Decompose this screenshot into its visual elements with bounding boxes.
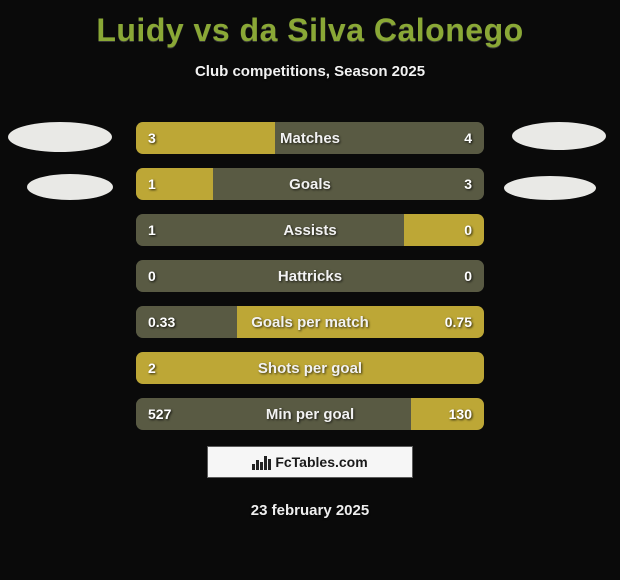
player-right-badge-2: [504, 176, 596, 200]
stat-row: 34Matches: [136, 122, 484, 154]
stat-value-right: 0: [464, 214, 472, 246]
stat-value-left: 0: [148, 260, 156, 292]
stat-value-right: 0.75: [445, 306, 472, 338]
stat-segment-left: [136, 352, 484, 384]
stat-segment-left: [136, 398, 411, 430]
comparison-bars: 34Matches13Goals10Assists00Hattricks0.33…: [136, 122, 484, 444]
bar-chart-icon: [252, 454, 271, 470]
page-title: Luidy vs da Silva Calonego: [0, 0, 620, 49]
stat-row: 10Assists: [136, 214, 484, 246]
subtitle: Club competitions, Season 2025: [0, 63, 620, 80]
source-badge: FcTables.com: [207, 446, 413, 478]
stat-value-left: 1: [148, 214, 156, 246]
stat-value-left: 3: [148, 122, 156, 154]
stat-row: 2Shots per goal: [136, 352, 484, 384]
stat-segment-left: [136, 122, 275, 154]
stat-value-right: 130: [449, 398, 472, 430]
stat-value-right: 0: [464, 260, 472, 292]
stat-value-left: 527: [148, 398, 171, 430]
player-left-badge-2: [27, 174, 113, 200]
stat-value-left: 0.33: [148, 306, 175, 338]
stat-segment-right: [275, 122, 484, 154]
stat-value-left: 1: [148, 168, 156, 200]
stat-segment-right: [213, 168, 484, 200]
stat-row: 527130Min per goal: [136, 398, 484, 430]
player-right-badge-1: [512, 122, 606, 150]
stat-row: 0.330.75Goals per match: [136, 306, 484, 338]
stat-value-right: 3: [464, 168, 472, 200]
stat-segment-left: [136, 260, 310, 292]
stat-segment-left: [136, 214, 404, 246]
date-label: 23 february 2025: [0, 502, 620, 519]
stat-row: 00Hattricks: [136, 260, 484, 292]
stat-segment-right: [310, 260, 484, 292]
stat-value-left: 2: [148, 352, 156, 384]
stat-segment-right: [411, 398, 484, 430]
player-left-badge-1: [8, 122, 112, 152]
stat-row: 13Goals: [136, 168, 484, 200]
source-label: FcTables.com: [275, 454, 367, 470]
stat-value-right: 4: [464, 122, 472, 154]
